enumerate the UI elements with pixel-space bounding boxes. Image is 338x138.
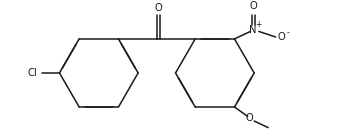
Text: Cl: Cl [27,68,37,78]
Text: N: N [249,25,257,34]
Text: -: - [287,28,289,37]
Text: O: O [154,3,162,13]
Text: O: O [246,113,254,123]
Text: O: O [249,1,257,11]
Text: +: + [256,20,262,29]
Text: O: O [277,32,285,42]
